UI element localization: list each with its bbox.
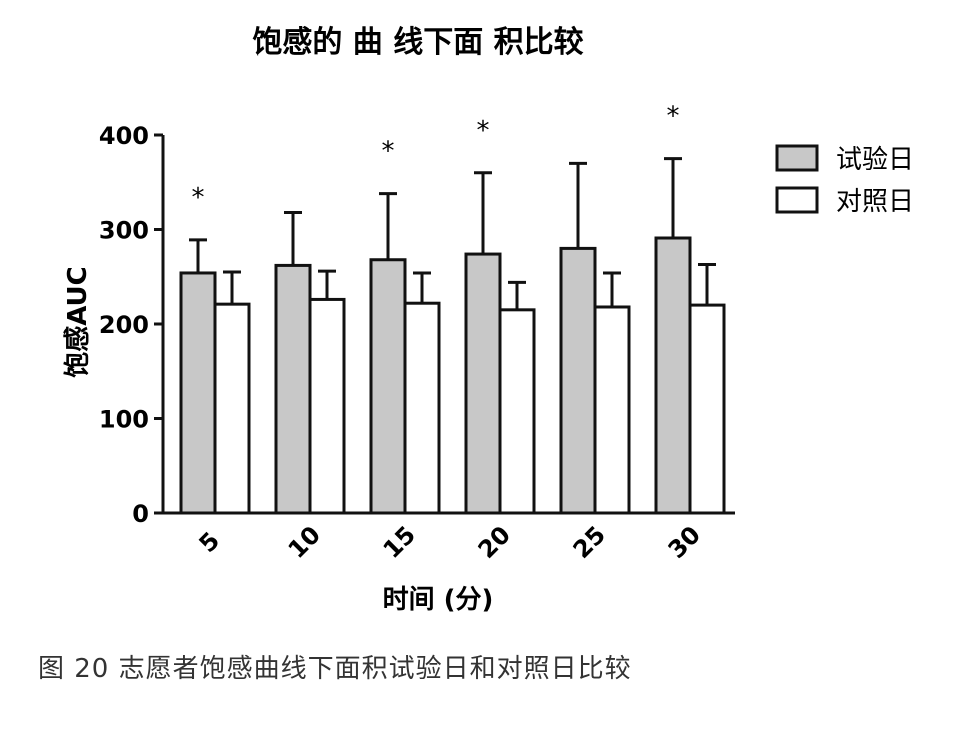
y-tick-label: 0 xyxy=(132,500,149,528)
bar xyxy=(464,252,502,515)
y-axis-label: 饱感AUC xyxy=(63,266,93,378)
x-axis-label: 时间 (分) xyxy=(383,585,494,615)
legend-swatch xyxy=(775,144,819,172)
y-tick-label: 100 xyxy=(99,406,149,434)
bar xyxy=(308,297,346,515)
x-tick-label: 15 xyxy=(378,521,421,564)
bar xyxy=(213,302,251,515)
bar xyxy=(559,246,597,515)
significance-marker: * xyxy=(667,102,680,132)
bar xyxy=(654,236,692,515)
legend-label: 试验日 xyxy=(836,145,914,175)
legend-swatch xyxy=(775,186,819,214)
x-tick-label: 25 xyxy=(568,521,611,564)
y-tick-label: 300 xyxy=(99,217,149,245)
chart-title: 饱感的 曲 线下面 积比较 xyxy=(252,25,583,60)
plot-area: 0 100 200 300 400 * 5 10 * 15 * 20 25 * 30 xyxy=(99,102,735,564)
x-tick-label: 30 xyxy=(663,521,706,564)
figure-caption: 图 20 志愿者饱感曲线下面积试验日和对照日比较 xyxy=(38,654,632,684)
bar xyxy=(369,258,407,515)
bar xyxy=(179,271,217,515)
legend-label: 对照日 xyxy=(836,187,914,217)
significance-marker: * xyxy=(477,116,490,146)
significance-marker: * xyxy=(382,137,395,167)
bar xyxy=(593,305,631,515)
bar xyxy=(498,308,536,515)
bar xyxy=(403,301,441,515)
x-tick-label: 20 xyxy=(473,521,516,564)
y-tick-label: 400 xyxy=(99,122,149,150)
x-tick-label: 10 xyxy=(283,521,326,564)
x-tick-label: 5 xyxy=(194,527,226,559)
bar xyxy=(688,303,726,515)
y-tick-label: 200 xyxy=(99,311,149,339)
bar xyxy=(274,263,312,515)
significance-marker: * xyxy=(192,183,205,213)
